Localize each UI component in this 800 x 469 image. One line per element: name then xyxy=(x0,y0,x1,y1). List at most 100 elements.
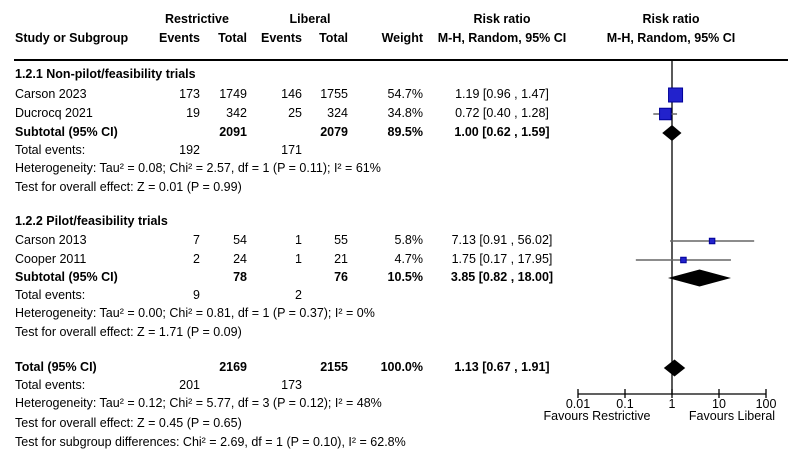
subtotal-total-liberal: 76 xyxy=(334,270,348,284)
subgroup-differences-row: Test for subgroup differences: Chi² = 2.… xyxy=(0,434,800,450)
study-name: Cooper 2011 xyxy=(15,252,87,266)
x-tick-label: 100 xyxy=(755,397,777,411)
total-restrictive: 342 xyxy=(226,106,247,120)
total-liberal: 55 xyxy=(334,233,348,247)
subtotal-total-restrictive: 78 xyxy=(233,270,247,284)
events-restrictive: 173 xyxy=(179,87,200,101)
heterogeneity-stats: Heterogeneity: Tau² = 0.00; Chi² = 0.81,… xyxy=(15,306,375,320)
grand-total-liberal: 2155 xyxy=(320,360,348,374)
weight-value: 54.7% xyxy=(387,87,423,101)
weight-value: 5.8% xyxy=(394,233,424,247)
header-events-restrictive: Events xyxy=(159,31,200,45)
header-columns-row: Study or Subgroup Events Total Events To… xyxy=(0,30,800,46)
total-events-row: Total events: 201 173 xyxy=(0,377,800,393)
total-liberal: 21 xyxy=(334,252,348,266)
total-events-liberal: 173 xyxy=(281,378,302,392)
header-risk-ratio-plot: Risk ratio xyxy=(642,12,700,26)
risk-ratio-ci-value: 0.72 [0.40 , 1.28] xyxy=(455,106,549,120)
total-liberal: 1755 xyxy=(320,87,348,101)
total-label: Total (95% CI) xyxy=(15,360,97,374)
events-liberal: 146 xyxy=(281,87,302,101)
overall-effect-stats: Test for overall effect: Z = 0.45 (P = 0… xyxy=(15,416,242,430)
study-name: Carson 2013 xyxy=(15,233,87,247)
header-risk-ratio-text: Risk ratio xyxy=(473,12,531,26)
heterogeneity-stats: Heterogeneity: Tau² = 0.08; Chi² = 2.57,… xyxy=(15,161,381,175)
x-tick-label: 10 xyxy=(712,397,726,411)
total-restrictive: 24 xyxy=(233,252,247,266)
overall-effect-row: Test for overall effect: Z = 0.45 (P = 0… xyxy=(0,415,800,431)
total-events-liberal: 171 xyxy=(281,143,302,157)
x-tick-label: 0.1 xyxy=(616,397,634,411)
study-name: Ducrocq 2021 xyxy=(15,106,93,120)
study-row: Ducrocq 2021 19 342 25 324 34.8% 0.72 [0… xyxy=(0,105,800,121)
overall-effect-stats: Test for overall effect: Z = 0.01 (P = 0… xyxy=(15,180,242,194)
subgroup-1-title: 1.2.1 Non-pilot/feasibility trials xyxy=(15,67,196,81)
total-events-liberal: 2 xyxy=(295,288,302,302)
total-events-row: Total events: 192 171 xyxy=(0,142,800,158)
subtotal-label: Subtotal (95% CI) xyxy=(15,125,118,139)
header-mh-ci-text: M-H, Random, 95% CI xyxy=(437,31,567,45)
grand-total-restrictive: 2169 xyxy=(219,360,247,374)
events-restrictive: 7 xyxy=(193,233,200,247)
favours-restrictive-label: Favours Restrictive xyxy=(543,409,651,423)
overall-effect-row: Test for overall effect: Z = 1.71 (P = 0… xyxy=(0,324,800,340)
header-events-liberal: Events xyxy=(261,31,302,45)
subtotal-weight: 89.5% xyxy=(387,125,423,139)
total-events-label: Total events: xyxy=(15,378,86,392)
heterogeneity-row: Heterogeneity: Tau² = 0.12; Chi² = 5.77,… xyxy=(0,395,800,411)
total-restrictive: 54 xyxy=(233,233,247,247)
study-name: Carson 2023 xyxy=(15,87,87,101)
subtotal-row: Subtotal (95% CI) 78 76 10.5% 3.85 [0.82… xyxy=(0,269,800,285)
subgroup-2-title: 1.2.2 Pilot/feasibility trials xyxy=(15,214,168,228)
subtotal-total-liberal: 2079 xyxy=(320,125,348,139)
favours-liberal-label: Favours Liberal xyxy=(688,409,776,423)
overall-effect-row: Test for overall effect: Z = 0.01 (P = 0… xyxy=(0,179,800,195)
subgroup-differences-stats: Test for subgroup differences: Chi² = 2.… xyxy=(15,435,406,449)
header-mh-ci-plot: M-H, Random, 95% CI xyxy=(606,31,736,45)
x-tick-label: 1 xyxy=(668,397,676,411)
total-events-restrictive: 9 xyxy=(193,288,200,302)
subtotal-row: Subtotal (95% CI) 2091 2079 89.5% 1.00 [… xyxy=(0,124,800,140)
subtotal-risk-ratio-ci: 1.00 [0.62 , 1.59] xyxy=(454,125,550,139)
header-total-restrictive: Total xyxy=(218,31,247,45)
header-weight: Weight xyxy=(381,31,423,45)
risk-ratio-ci-value: 7.13 [0.91 , 56.02] xyxy=(451,233,553,247)
total-events-label: Total events: xyxy=(15,143,86,157)
header-separator-rule xyxy=(14,59,788,61)
subtotal-risk-ratio-ci: 3.85 [0.82 , 18.00] xyxy=(450,270,554,284)
x-tick-label: 0.01 xyxy=(565,397,591,411)
total-events-row: Total events: 9 2 xyxy=(0,287,800,303)
total-events-label: Total events: xyxy=(15,288,86,302)
study-row: Carson 2023 173 1749 146 1755 54.7% 1.19… xyxy=(0,86,800,102)
risk-ratio-ci-value: 1.19 [0.96 , 1.47] xyxy=(455,87,549,101)
total-liberal: 324 xyxy=(327,106,348,120)
subgroup-heading: 1.2.1 Non-pilot/feasibility trials xyxy=(0,66,800,82)
header-total-liberal: Total xyxy=(319,31,348,45)
overall-effect-stats: Test for overall effect: Z = 1.71 (P = 0… xyxy=(15,325,242,339)
total-row: Total (95% CI) 2169 2155 100.0% 1.13 [0.… xyxy=(0,359,800,375)
events-liberal: 1 xyxy=(295,233,302,247)
grand-total-weight: 100.0% xyxy=(380,360,423,374)
weight-value: 4.7% xyxy=(394,252,424,266)
study-row: Carson 2013 7 54 1 55 5.8% 7.13 [0.91 , … xyxy=(0,232,800,248)
heterogeneity-row: Heterogeneity: Tau² = 0.00; Chi² = 0.81,… xyxy=(0,305,800,321)
subtotal-total-restrictive: 2091 xyxy=(219,125,247,139)
subtotal-weight: 10.5% xyxy=(387,270,423,284)
total-events-restrictive: 201 xyxy=(179,378,200,392)
weight-value: 34.8% xyxy=(387,106,423,120)
grand-total-risk-ratio-ci: 1.13 [0.67 , 1.91] xyxy=(454,360,550,374)
total-restrictive: 1749 xyxy=(219,87,247,101)
subtotal-label: Subtotal (95% CI) xyxy=(15,270,118,284)
total-events-restrictive: 192 xyxy=(179,143,200,157)
heterogeneity-row: Heterogeneity: Tau² = 0.08; Chi² = 2.57,… xyxy=(0,160,800,176)
heterogeneity-stats: Heterogeneity: Tau² = 0.12; Chi² = 5.77,… xyxy=(15,396,382,410)
header-group-restrictive: Restrictive xyxy=(165,12,229,26)
events-liberal: 25 xyxy=(288,106,302,120)
events-restrictive: 2 xyxy=(193,252,200,266)
subgroup-heading: 1.2.2 Pilot/feasibility trials xyxy=(0,213,800,229)
header-study-or-subgroup: Study or Subgroup xyxy=(15,31,129,45)
events-restrictive: 19 xyxy=(186,106,200,120)
risk-ratio-ci-value: 1.75 [0.17 , 17.95] xyxy=(451,252,553,266)
events-liberal: 1 xyxy=(295,252,302,266)
